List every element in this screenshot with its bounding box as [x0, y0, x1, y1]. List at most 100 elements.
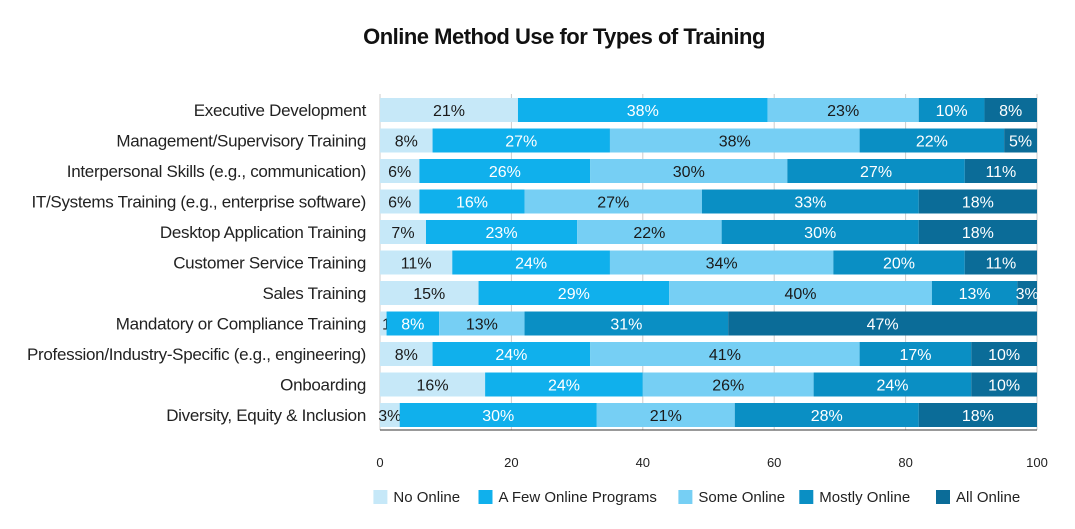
bar-segment	[439, 311, 525, 336]
bar-segment	[517, 98, 768, 122]
category-label: Mandatory or Compliance Training	[116, 315, 366, 334]
bar-segment	[787, 159, 965, 183]
data-label: 28%	[811, 408, 843, 425]
data-label: 26%	[489, 164, 521, 181]
bar-segment	[596, 403, 735, 427]
legend: No Online A Few Online Programs Some Onlin…	[373, 489, 1020, 506]
data-label: 7%	[391, 225, 414, 242]
legend-swatch	[936, 490, 950, 504]
bar-segment	[590, 342, 860, 366]
bar-segment	[380, 250, 453, 275]
data-label: 41%	[709, 347, 741, 364]
data-label: 21%	[433, 103, 465, 120]
legend-swatch	[478, 490, 493, 504]
bar-segment	[524, 311, 729, 336]
bar-segment	[971, 372, 1037, 397]
bar-segment	[701, 189, 919, 214]
data-label: 34%	[706, 256, 738, 273]
bar-segment	[380, 403, 400, 427]
data-label: 10%	[988, 347, 1020, 364]
bar-segment	[380, 159, 420, 183]
bar-segment	[859, 342, 972, 366]
data-label: 11%	[985, 256, 1016, 273]
data-label: 38%	[627, 103, 659, 120]
bar-segment	[452, 250, 610, 275]
bar-segment	[609, 250, 834, 275]
data-label: 38%	[719, 134, 751, 151]
x-tick-label: 0	[376, 455, 383, 470]
bar-segment	[721, 220, 919, 244]
bar-segment	[728, 311, 1037, 336]
bar-segment	[964, 159, 1037, 183]
bar-segment	[1017, 281, 1037, 305]
bar-segment	[399, 403, 597, 427]
bar-segment	[1004, 128, 1037, 153]
category-label: Interpersonal Skills (e.g., communicatio…	[67, 162, 366, 181]
bar-segment	[380, 311, 387, 336]
data-label: 30%	[673, 164, 705, 181]
legend-swatch	[678, 490, 693, 504]
bar-segment	[971, 342, 1037, 366]
legend-label: Some Online	[698, 489, 785, 506]
data-label: 47%	[867, 317, 899, 334]
x-tick-label: 20	[504, 455, 518, 470]
data-label: 29%	[558, 286, 590, 303]
bar-segment	[964, 250, 1037, 275]
category-label: Onboarding	[280, 376, 366, 395]
bar-segment	[734, 403, 919, 427]
data-label: 6%	[388, 164, 411, 181]
bar-segment	[669, 281, 932, 305]
legend-label: Mostly Online	[819, 489, 910, 506]
data-label: 10%	[936, 103, 968, 120]
bar-segment	[425, 220, 578, 244]
bar-segment	[419, 159, 591, 183]
data-label: 24%	[515, 256, 547, 273]
bar-segment	[918, 98, 985, 122]
data-label: 3%	[378, 408, 401, 425]
bar-segment	[432, 342, 591, 366]
data-label: 10%	[988, 378, 1020, 395]
legend-label: A Few Online Programs	[499, 489, 657, 506]
data-label: 11%	[401, 256, 432, 273]
data-label: 30%	[482, 408, 514, 425]
data-label: 17%	[899, 347, 931, 364]
x-axis: 0 20 40 60 80 100	[376, 429, 1048, 470]
bar-segment	[918, 189, 1037, 214]
category-label: IT/Systems Training (e.g., enterprise so…	[31, 193, 366, 212]
data-label: 40%	[784, 286, 816, 303]
data-label: 27%	[597, 195, 629, 212]
bar-segment	[767, 98, 919, 122]
data-label: 22%	[916, 134, 948, 151]
category-label: Executive Development	[194, 101, 367, 120]
category-labels: Executive Development Management/Supervis…	[27, 101, 367, 425]
bar-segment	[642, 372, 814, 397]
data-label: 23%	[827, 103, 859, 120]
legend-label: No Online	[393, 489, 460, 506]
data-label: 27%	[505, 134, 537, 151]
bar-segment	[478, 281, 670, 305]
bar-segment	[485, 372, 643, 397]
category-label: Diversity, Equity & Inclusion	[166, 406, 366, 425]
data-label: 33%	[794, 195, 826, 212]
bar-segment	[432, 128, 610, 153]
category-label: Desktop Application Training	[160, 223, 366, 242]
category-label: Management/Supervisory Training	[116, 132, 366, 151]
bar-segment	[813, 372, 972, 397]
data-label: 6%	[388, 195, 411, 212]
data-label: 27%	[860, 164, 892, 181]
chart-title: Online Method Use for Types of Training	[363, 24, 765, 49]
bar-segment	[524, 189, 702, 214]
bar-segment	[380, 342, 433, 366]
data-label: 5%	[1009, 134, 1032, 151]
data-label: 8%	[999, 103, 1022, 120]
x-tick-label: 60	[767, 455, 781, 470]
bar-segment	[386, 311, 440, 336]
data-label: 24%	[495, 347, 527, 364]
data-label: 20%	[883, 256, 915, 273]
data-label: 3%	[1016, 286, 1039, 303]
x-tick-label: 80	[898, 455, 912, 470]
bar-segment	[918, 220, 1037, 244]
data-label: 13%	[959, 286, 991, 303]
data-label: 24%	[876, 378, 908, 395]
